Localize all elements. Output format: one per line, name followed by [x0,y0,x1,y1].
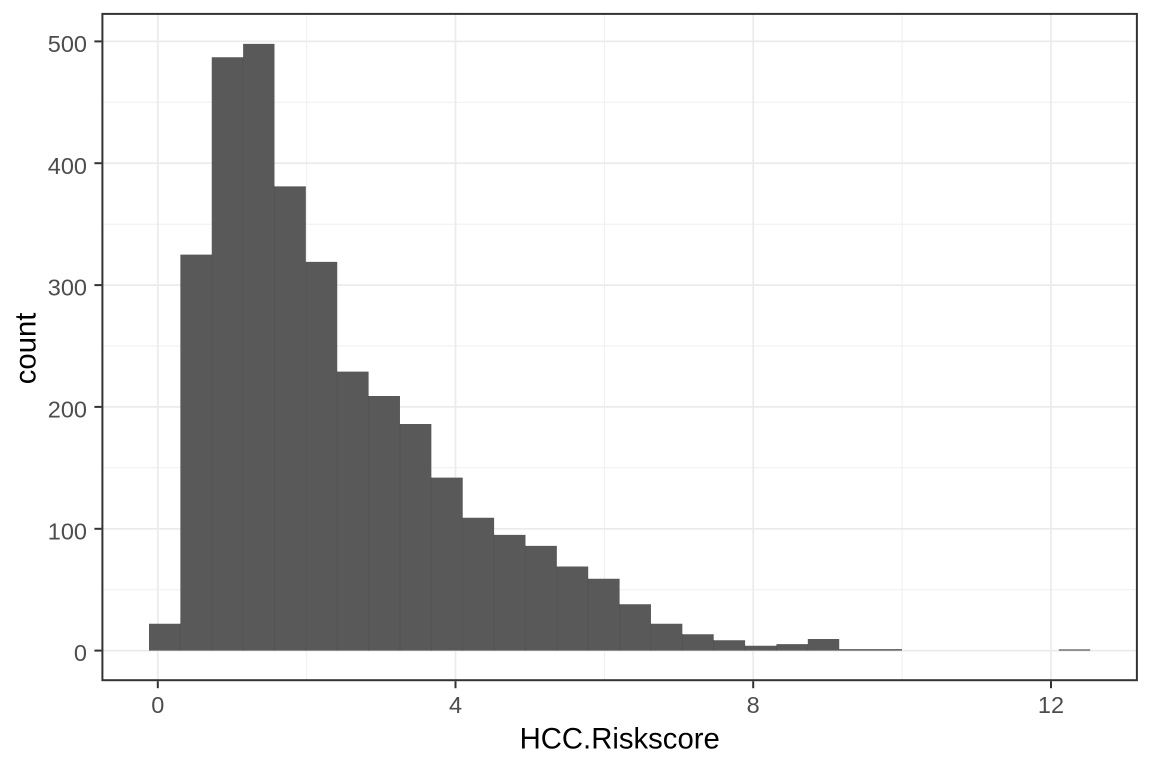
svg-text:500: 500 [48,31,87,57]
svg-text:0: 0 [151,692,164,718]
svg-text:100: 100 [48,518,87,544]
svg-text:4: 4 [449,692,462,718]
svg-text:200: 200 [48,397,87,423]
svg-text:300: 300 [48,275,87,301]
svg-text:0: 0 [74,640,87,666]
svg-text:8: 8 [747,692,760,718]
svg-text:HCC.Riskscore: HCC.Riskscore [520,723,720,756]
svg-text:400: 400 [48,153,87,179]
svg-text:12: 12 [1038,692,1064,718]
svg-text:count: count [10,313,43,385]
